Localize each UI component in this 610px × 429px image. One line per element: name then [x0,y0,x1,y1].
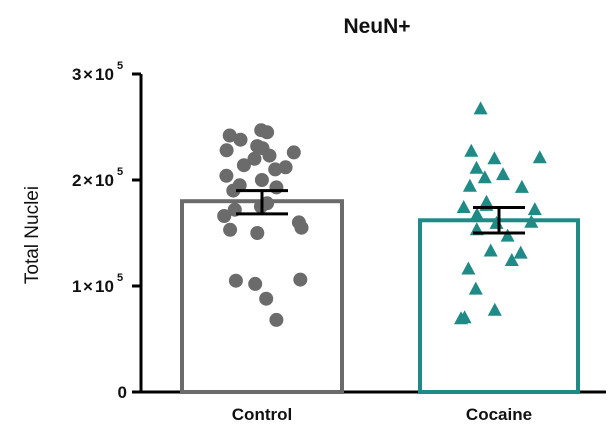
data-point-control [219,143,234,158]
data-point-control [286,145,301,160]
data-point-cocaine [456,200,471,213]
y-tick-label: 0 [118,383,127,402]
data-point-cocaine [483,243,498,257]
data-point-cocaine [500,228,515,242]
data-point-control [228,273,243,288]
data-point-control [268,162,283,177]
y-tick-times: × [83,277,93,296]
y-tick-base: 10 [95,171,114,190]
data-point-cocaine [527,202,542,216]
data-point-cocaine [461,261,476,275]
data-point-control [250,226,265,240]
data-point-control [219,168,234,183]
data-point-cocaine [487,302,502,316]
data-point-control [233,132,248,147]
data-point-control [247,151,262,166]
data-point-control [269,180,284,195]
data-point-control [236,158,251,173]
data-point-cocaine [464,143,479,157]
y-tick-mantissa: 2 [72,171,81,190]
data-point-control [294,220,309,235]
data-point-control [226,183,241,198]
data-point-cocaine [504,253,519,266]
data-point-cocaine [487,151,502,165]
data-point-control [262,148,277,163]
data-point-cocaine [462,178,477,192]
chart-title: NeuN+ [343,15,410,38]
data-point-cocaine [477,170,492,184]
bar-cocaine [418,218,580,394]
data-point-cocaine [469,160,484,174]
y-tick-mantissa: 1 [72,277,81,296]
y-tick-exponent: 5 [117,166,123,178]
y-tick-base: 10 [95,65,114,84]
data-point-cocaine [470,207,484,221]
data-point-control [254,173,269,187]
data-point-cocaine [513,245,528,259]
data-point-control [222,128,237,143]
data-point-control [217,209,232,223]
data-point-cocaine [514,179,529,193]
data-point-control [293,272,308,287]
y-tick-mantissa: 3 [72,65,81,84]
data-point-cocaine [489,215,504,229]
data-point-cocaine [532,150,547,164]
x-category-label: Cocaine [466,405,532,424]
data-point-control [260,125,275,140]
data-point-control [248,276,263,291]
data-point-cocaine [473,101,488,115]
y-tick-times: × [83,171,93,190]
y-tick-base: 10 [95,277,114,296]
y-tick-times: × [83,65,93,84]
y-axis-label: Total Nuclei [22,186,43,284]
x-category-label: Control [232,405,292,424]
data-point-control [278,160,293,175]
data-point-cocaine [454,311,468,325]
data-point-cocaine [524,214,539,228]
data-point-control [269,312,284,327]
data-point-control [223,222,238,237]
y-tick-exponent: 5 [117,272,123,284]
y-tick-exponent: 5 [117,60,123,72]
data-point-control [259,291,274,306]
data-point-cocaine [468,281,483,295]
data-point-cocaine [496,167,510,181]
